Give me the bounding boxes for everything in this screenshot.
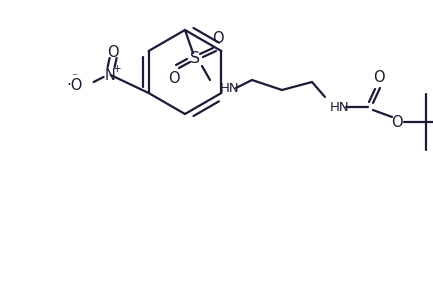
Text: S: S bbox=[190, 51, 200, 66]
Text: HN: HN bbox=[220, 81, 239, 94]
Text: +: + bbox=[113, 64, 122, 74]
Text: ⁻: ⁻ bbox=[71, 71, 78, 84]
Text: ·O: ·O bbox=[66, 78, 83, 93]
Text: HN: HN bbox=[330, 101, 349, 113]
Text: N: N bbox=[104, 68, 115, 83]
Text: O: O bbox=[391, 114, 403, 129]
Text: O: O bbox=[212, 31, 224, 46]
Text: O: O bbox=[107, 44, 119, 59]
Text: O: O bbox=[373, 69, 385, 84]
Text: O: O bbox=[168, 71, 180, 86]
